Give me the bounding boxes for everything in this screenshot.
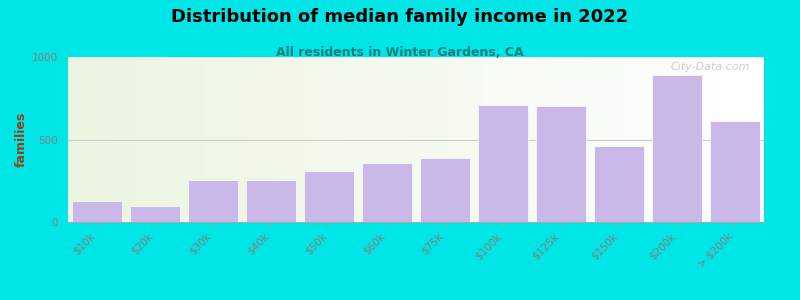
Bar: [130, 206, 180, 222]
Text: Distribution of median family income in 2022: Distribution of median family income in …: [171, 8, 629, 26]
Bar: [72, 200, 122, 222]
Y-axis label: families: families: [15, 112, 28, 167]
Text: All residents in Winter Gardens, CA: All residents in Winter Gardens, CA: [276, 46, 524, 59]
Bar: [478, 105, 528, 222]
Bar: [536, 106, 586, 222]
Bar: [594, 146, 644, 222]
Bar: [188, 180, 238, 222]
Bar: [246, 180, 296, 222]
Bar: [710, 121, 760, 222]
Text: City-Data.com: City-Data.com: [670, 62, 750, 72]
Bar: [304, 171, 354, 222]
Bar: [362, 164, 412, 222]
Bar: [420, 158, 470, 222]
Bar: [652, 75, 702, 222]
